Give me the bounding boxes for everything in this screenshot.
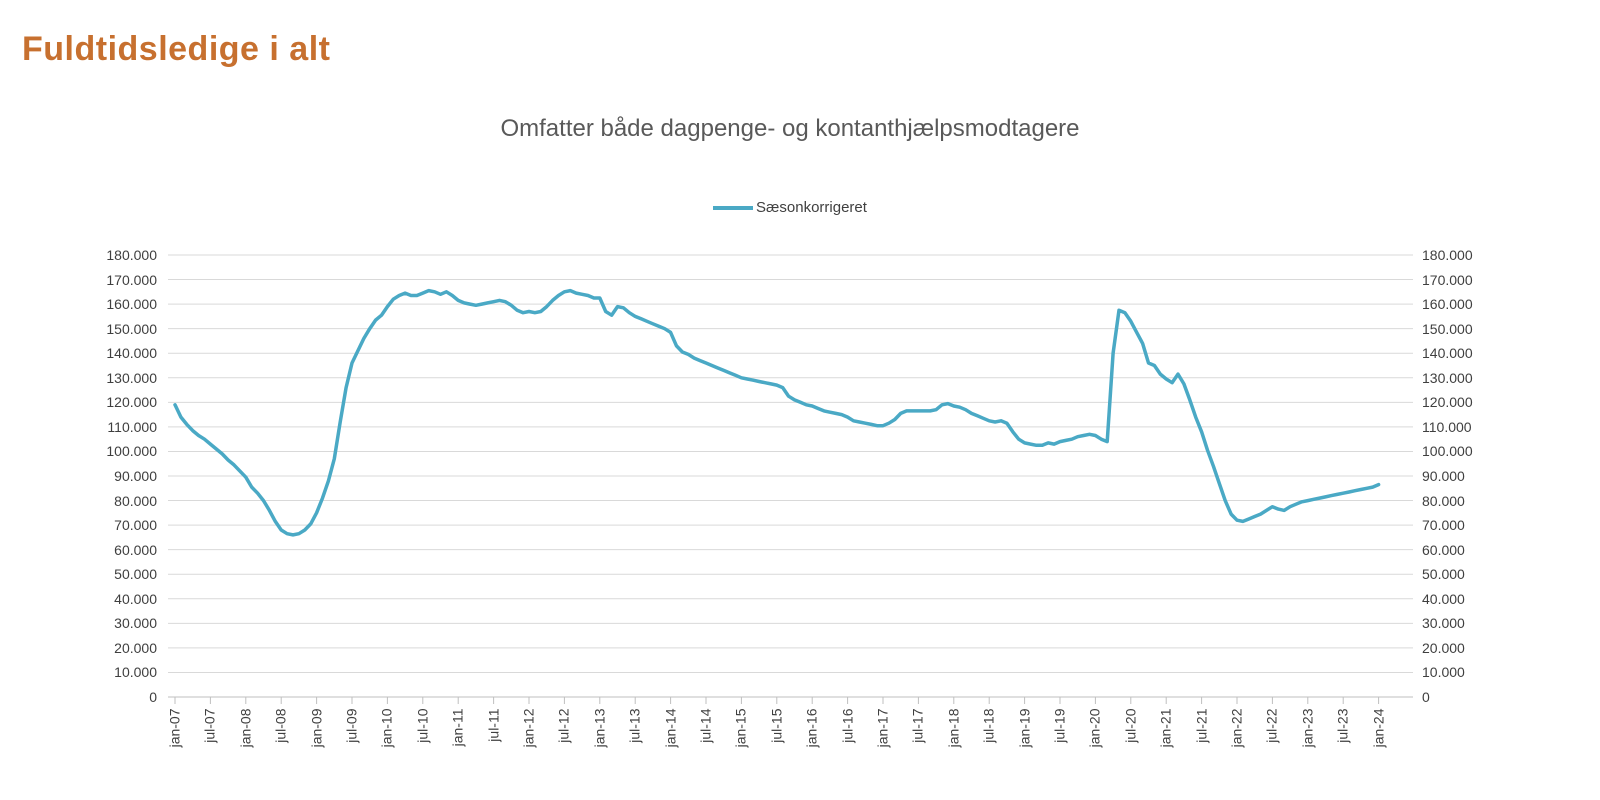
x-axis-tick-label: jul-15 (768, 708, 785, 743)
x-axis-tick-label: jul-23 (1334, 708, 1351, 743)
x-axis-tick-label: jan-09 (308, 708, 325, 748)
y-axis-left-tick-label: 0 (149, 689, 157, 705)
x-axis-tick-label: jan-20 (1086, 708, 1103, 748)
chart-subtitle: Omfatter både dagpenge- og kontanthjælps… (500, 115, 1080, 142)
x-axis-tick-label: jul-10 (414, 708, 431, 743)
y-axis-right-tick-label: 70.000 (1422, 517, 1465, 534)
y-axis-right-tick-label: 140.000 (1422, 345, 1473, 362)
y-axis-right-tick-label: 0 (1422, 689, 1430, 705)
x-axis-tick-label: jul-08 (272, 708, 289, 743)
y-axis-right-tick-label: 80.000 (1422, 492, 1465, 509)
x-axis-tick-label: jan-21 (1157, 708, 1174, 748)
x-axis-tick-label: jul-19 (1051, 708, 1068, 743)
x-axis-tick-label: jul-11 (485, 708, 502, 742)
legend: Sæsonkorrigeret (165, 199, 1415, 216)
y-axis-left-tick-label: 120.000 (106, 394, 157, 411)
x-axis-tick-label: jul-22 (1263, 708, 1280, 743)
y-axis-left-tick-label: 140.000 (106, 345, 157, 362)
x-axis-tick-label: jul-16 (839, 708, 856, 743)
y-axis-left-tick-label: 50.000 (114, 566, 157, 583)
y-axis-right-tick-label: 50.000 (1422, 566, 1465, 583)
y-axis-right-tick-label: 30.000 (1422, 615, 1465, 632)
y-axis-right-tick-label: 180.000 (1422, 247, 1473, 263)
y-axis-left-tick-label: 150.000 (106, 320, 157, 337)
y-axis-left-tick-label: 60.000 (114, 541, 157, 558)
y-axis-left-tick-label: 70.000 (114, 517, 157, 534)
y-axis-right-tick-label: 20.000 (1422, 639, 1465, 656)
x-axis-tick-label: jul-14 (697, 708, 714, 743)
x-axis-tick-label: jul-13 (626, 708, 643, 743)
x-axis-tick-label: jan-19 (1016, 708, 1033, 748)
legend-line-swatch (713, 205, 754, 210)
x-axis-tick-label: jul-12 (555, 708, 572, 743)
y-axis-right-tick-label: 10.000 (1422, 664, 1465, 681)
legend-series-label: Sæsonkorrigeret (756, 199, 867, 216)
x-axis-tick-label: jan-22 (1228, 708, 1245, 748)
y-axis-right-tick-label: 40.000 (1422, 590, 1465, 607)
x-axis-tick-label: jan-23 (1299, 708, 1316, 748)
x-axis-tick-label: jan-08 (237, 708, 254, 748)
x-axis-tick-label: jan-10 (378, 708, 395, 748)
y-axis-right-tick-label: 170.000 (1422, 271, 1473, 288)
y-axis-left-tick-label: 160.000 (106, 296, 157, 313)
y-axis-left-tick-label: 130.000 (106, 369, 157, 386)
y-axis-left-tick-label: 10.000 (114, 664, 157, 681)
y-axis-left-tick-label: 20.000 (114, 639, 157, 656)
page-title: Fuldtidsledige i alt (22, 30, 331, 68)
y-axis-left-tick-label: 40.000 (114, 590, 157, 607)
x-axis-tick-label: jan-18 (945, 708, 962, 748)
y-axis-left-tick-label: 180.000 (106, 247, 157, 263)
x-axis-tick-label: jul-07 (201, 708, 218, 743)
x-axis-tick-label: jan-14 (662, 708, 679, 748)
x-axis-tick-label: jul-09 (343, 708, 360, 743)
y-axis-left-tick-label: 80.000 (114, 492, 157, 509)
x-axis-tick-label: jan-24 (1370, 708, 1387, 748)
y-axis-right-tick-label: 90.000 (1422, 468, 1465, 484)
y-axis-right-tick-label: 160.000 (1422, 296, 1473, 313)
x-axis-tick-label: jan-11 (449, 708, 466, 747)
x-axis-tick-label: jan-15 (732, 708, 749, 748)
y-axis-left-tick-label: 110.000 (107, 418, 157, 435)
x-axis-tick-label: jul-20 (1122, 708, 1139, 743)
y-axis-right-tick-label: 130.000 (1422, 369, 1473, 386)
series-line-saesonkorrigeret (173, 288, 1381, 537)
x-axis-tick-label: jan-07 (166, 708, 183, 748)
x-axis-tick-label: jul-18 (980, 708, 997, 743)
y-axis-right-tick-label: 100.000 (1422, 443, 1473, 460)
y-axis-right-tick-label: 60.000 (1422, 541, 1465, 558)
y-axis-right-tick-label: 120.000 (1422, 394, 1473, 411)
x-axis-tick-label: jan-12 (520, 708, 537, 748)
x-axis-tick-label: jul-21 (1193, 708, 1210, 743)
y-axis-left-tick-label: 90.000 (114, 468, 157, 484)
y-axis-right-tick-label: 150.000 (1422, 320, 1473, 337)
x-axis-tick-label: jan-13 (591, 708, 608, 748)
y-axis-left-tick-label: 170.000 (106, 271, 157, 288)
y-axis-left-tick-label: 30.000 (114, 615, 157, 632)
x-axis-tick-label: jul-17 (909, 708, 926, 743)
x-axis-tick-label: jan-17 (874, 708, 891, 748)
y-axis-left-tick-label: 100.000 (106, 443, 157, 460)
y-axis-right-tick-label: 110.000 (1422, 418, 1472, 435)
x-axis-tick-label: jan-16 (803, 708, 820, 748)
